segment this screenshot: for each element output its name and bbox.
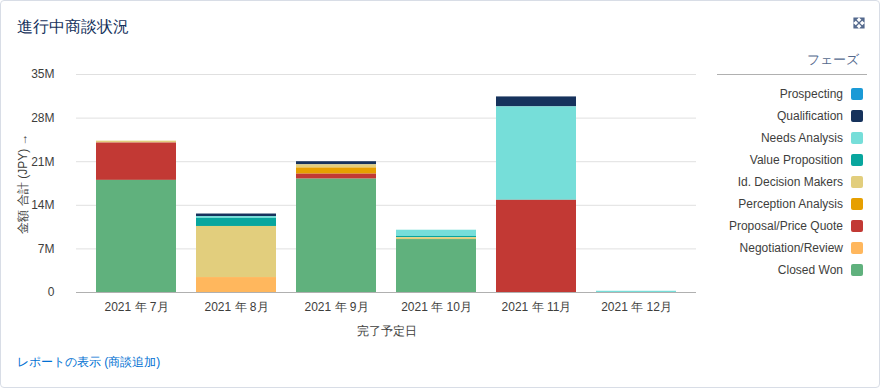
- svg-text:完了予定日: 完了予定日: [357, 324, 417, 338]
- svg-text:0: 0: [48, 285, 55, 299]
- svg-text:2021 年 11月: 2021 年 11月: [502, 300, 572, 314]
- html-text:Negotiation/Review: Negotiation/Review: [739, 241, 843, 255]
- html-text:Needs Analysis: Needs Analysis: [761, 131, 843, 145]
- svg-text:金額 合計 (JPY) →: 金額 合計 (JPY) →: [16, 133, 30, 233]
- html-text:Qualification: Qualification: [777, 109, 843, 123]
- svg-text:28M: 28M: [31, 111, 54, 125]
- svg-text:2021 年 9月: 2021 年 9月: [304, 300, 368, 314]
- svg-text:2021 年 12月: 2021 年 12月: [601, 300, 672, 314]
- svg-text:2021 年 8月: 2021 年 8月: [204, 300, 268, 314]
- html-text:Proposal/Price Quote: Proposal/Price Quote: [728, 219, 843, 233]
- svg-text:14M: 14M: [31, 198, 54, 212]
- svg-text:35M: 35M: [31, 67, 54, 81]
- html-text:Closed Won: Closed Won: [777, 263, 843, 277]
- html-text:フェーズ: フェーズ: [807, 52, 859, 67]
- html-text:Id. Decision Makers: Id. Decision Makers: [737, 175, 843, 189]
- svg-text:2021 年 7月: 2021 年 7月: [104, 300, 168, 314]
- html-text:レポートの表示 (商談追加): レポートの表示 (商談追加): [17, 355, 161, 369]
- svg-text:2021 年 10月: 2021 年 10月: [401, 300, 472, 314]
- html-text:進行中商談状況: 進行中商談状況: [17, 18, 129, 35]
- svg-text:7M: 7M: [38, 242, 55, 256]
- html-text:Prospecting: Prospecting: [779, 87, 843, 101]
- html-text:Perception Analysis: Perception Analysis: [738, 197, 843, 211]
- html-text:Value Proposition: Value Proposition: [749, 153, 843, 167]
- svg-text:21M: 21M: [31, 155, 54, 169]
